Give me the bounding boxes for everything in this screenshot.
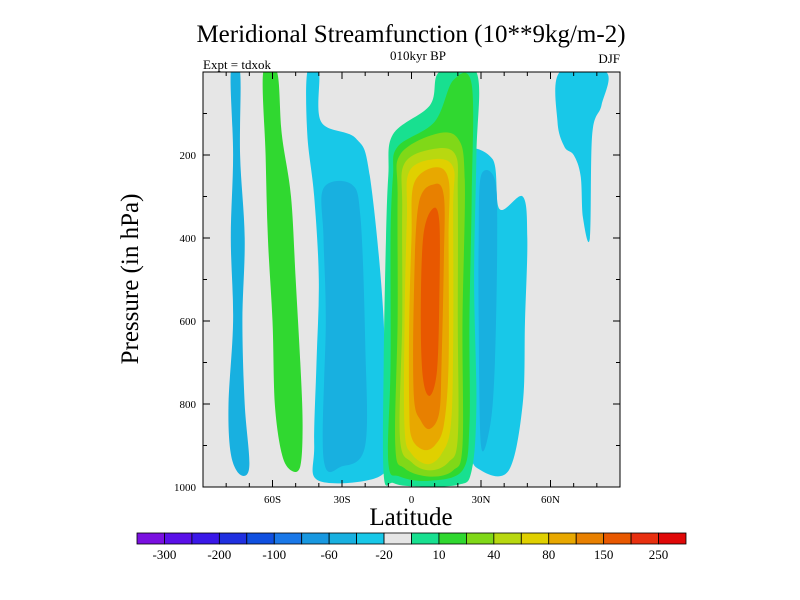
colorbar-label: 150 xyxy=(594,547,614,562)
x-axis-label: Latitude xyxy=(369,504,452,531)
colorbar-box xyxy=(191,532,220,545)
colorbar-box xyxy=(301,532,330,545)
y-tick-label: 600 xyxy=(180,316,197,328)
season-label: DJF xyxy=(598,51,620,66)
colorbar-box xyxy=(465,532,495,545)
colorbar-box xyxy=(164,532,193,545)
contour-pos-55S-band xyxy=(262,72,303,473)
colorbar-box xyxy=(136,532,165,545)
colorbar-label: -300 xyxy=(153,547,177,562)
colorbar-box xyxy=(328,532,357,545)
contour-neg-35S-mid xyxy=(321,180,368,473)
colorbar-box xyxy=(493,532,522,545)
experiment-label: Expt = tdxok xyxy=(203,57,271,72)
colorbar-label: 80 xyxy=(542,547,555,562)
contour-neg-55N-mid xyxy=(478,170,498,452)
y-tick-label: 200 xyxy=(180,150,197,162)
contour-pos-10N-300 xyxy=(420,207,440,396)
x-tick-label: 60N xyxy=(541,494,560,506)
colorbar-label: 250 xyxy=(649,547,669,562)
contour-neg-60S-band xyxy=(228,72,250,476)
x-tick-label: 30S xyxy=(333,494,350,506)
y-tick-label: 400 xyxy=(180,233,197,245)
x-tick-label: 30N xyxy=(472,494,491,506)
colorbar-box xyxy=(411,532,440,545)
colorbar-box xyxy=(356,532,385,545)
colorbar-box xyxy=(630,532,659,545)
contour-neg-80N-band xyxy=(555,72,609,243)
colorbar-label: -200 xyxy=(207,547,231,562)
chart-subtitle: 010kyr BP xyxy=(390,48,446,63)
colorbar-box xyxy=(603,532,632,545)
chart-title: Meridional Streamfunction (10**9kg/m-2) xyxy=(196,21,625,48)
colorbar-label: 10 xyxy=(432,547,445,562)
colorbar-box xyxy=(658,532,687,545)
colorbar-box xyxy=(548,532,577,545)
x-tick-label: 0 xyxy=(409,494,415,506)
colorbar-box xyxy=(438,532,467,545)
colorbar-box xyxy=(246,532,275,545)
colorbar-label: 40 xyxy=(487,547,500,562)
colorbar-label: -100 xyxy=(262,547,286,562)
colorbar-box xyxy=(218,532,248,545)
colorbar-box xyxy=(575,532,605,545)
x-tick-label: 60S xyxy=(264,494,281,506)
y-tick-label: 1000 xyxy=(174,482,197,494)
y-tick-label: 800 xyxy=(180,399,197,411)
colorbar-box xyxy=(273,532,303,545)
colorbar-box xyxy=(520,532,550,545)
colorbar-label: -60 xyxy=(320,547,337,562)
y-axis-label: Pressure (in hPa) xyxy=(117,194,144,365)
colorbar-label: -20 xyxy=(375,547,392,562)
colorbar-box xyxy=(383,532,412,545)
